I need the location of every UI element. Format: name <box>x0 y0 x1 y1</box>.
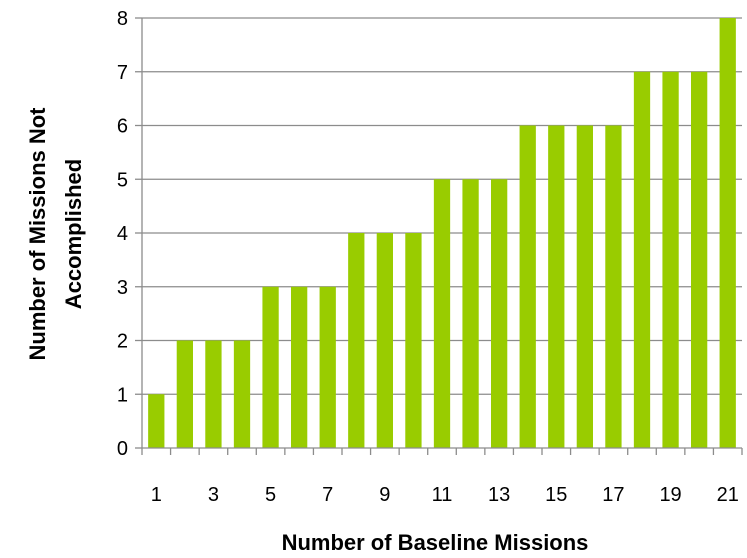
bar <box>319 286 336 448</box>
x-tick-labels: 1 3 5 7 9 11 13 15 17 19 21 <box>151 484 739 506</box>
y-tick-label: 0 <box>117 438 128 460</box>
bar <box>491 179 508 448</box>
x-tick-label: 7 <box>322 484 333 506</box>
bar <box>433 179 451 448</box>
bar <box>376 233 393 448</box>
x-tick-label: 15 <box>545 484 567 506</box>
y-tick-labels: 0 1 2 3 4 5 6 7 8 <box>117 8 128 460</box>
y-tick-label: 2 <box>117 331 128 353</box>
x-tick-label: 1 <box>151 484 162 506</box>
bar <box>405 233 422 448</box>
axes <box>141 18 743 455</box>
y-tick-label: 7 <box>117 62 128 84</box>
bar <box>691 71 708 448</box>
y-tick-label: 1 <box>117 384 128 406</box>
y-tick-label: 4 <box>117 223 128 245</box>
x-tick-label: 19 <box>659 484 681 506</box>
bar <box>519 125 536 448</box>
y-tick-label: 8 <box>117 8 128 30</box>
x-tick-label: 17 <box>602 484 624 506</box>
bar <box>205 340 222 448</box>
bar <box>605 125 622 448</box>
bar <box>576 125 593 448</box>
bar <box>233 340 251 448</box>
x-tick-label: 5 <box>265 484 276 506</box>
y-tick-label: 5 <box>117 169 128 191</box>
bars <box>148 18 736 448</box>
x-tick-label: 21 <box>717 484 739 506</box>
bar <box>176 340 193 448</box>
x-tick-label: 3 <box>208 484 219 506</box>
bar <box>262 286 279 448</box>
y-axis-title: Number of Missions Not Accomplished <box>25 107 86 361</box>
x-tick-label: 13 <box>488 484 510 506</box>
y-axis-title-line-1: Number of Missions Not <box>25 107 50 361</box>
x-tick-label: 11 <box>432 484 453 506</box>
bar <box>291 286 308 448</box>
bar <box>348 233 365 448</box>
bar <box>633 71 651 448</box>
y-axis-title-line-2: Accomplished <box>61 159 86 309</box>
bar <box>662 71 679 448</box>
x-axis-title: Number of Baseline Missions <box>282 530 589 555</box>
bar <box>462 179 479 448</box>
x-tick-label: 9 <box>379 484 390 506</box>
bar <box>148 394 165 448</box>
bar <box>548 125 565 448</box>
bar <box>719 18 736 448</box>
y-tick-label: 3 <box>117 277 128 299</box>
y-tick-label: 6 <box>117 116 128 138</box>
